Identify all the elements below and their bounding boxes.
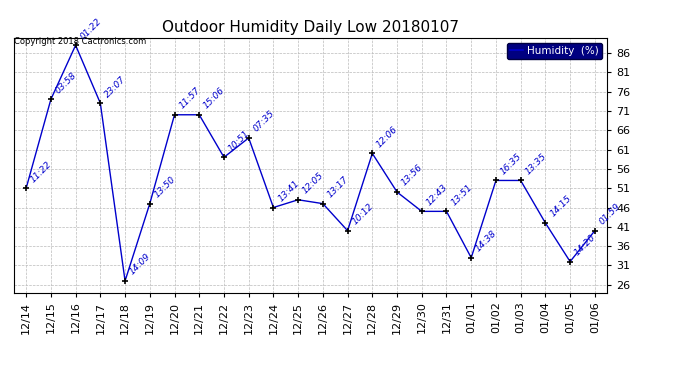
- Text: 16:35: 16:35: [499, 152, 524, 176]
- Text: 14:20: 14:20: [573, 232, 598, 257]
- Text: 13:35: 13:35: [524, 152, 548, 176]
- Text: 12:06: 12:06: [375, 124, 400, 149]
- Text: 14:09: 14:09: [128, 252, 152, 277]
- Text: 23:07: 23:07: [103, 74, 128, 99]
- Text: 14:38: 14:38: [474, 229, 499, 254]
- Text: 15:06: 15:06: [202, 86, 227, 111]
- Text: 03:58: 03:58: [54, 70, 79, 95]
- Text: 11:57: 11:57: [177, 86, 202, 111]
- Text: 13:41: 13:41: [276, 178, 301, 203]
- Text: 13:17: 13:17: [326, 175, 351, 200]
- Text: 10:51: 10:51: [227, 128, 251, 153]
- Text: 12:05: 12:05: [301, 171, 326, 196]
- Text: 13:51: 13:51: [449, 183, 474, 207]
- Text: 01:59: 01:59: [598, 202, 622, 226]
- Text: 13:56: 13:56: [400, 163, 424, 188]
- Text: 12:43: 12:43: [424, 183, 449, 207]
- Text: 10:12: 10:12: [351, 202, 375, 226]
- Text: 13:50: 13:50: [152, 175, 177, 200]
- Text: Copyright 2018 Cactronics.com: Copyright 2018 Cactronics.com: [14, 38, 146, 46]
- Text: 01:22: 01:22: [79, 16, 103, 41]
- Text: 14:15: 14:15: [548, 194, 573, 219]
- Legend: Humidity  (%): Humidity (%): [507, 43, 602, 59]
- Title: Outdoor Humidity Daily Low 20180107: Outdoor Humidity Daily Low 20180107: [162, 20, 459, 35]
- Text: 11:22: 11:22: [29, 159, 54, 184]
- Text: 07:35: 07:35: [251, 109, 276, 134]
